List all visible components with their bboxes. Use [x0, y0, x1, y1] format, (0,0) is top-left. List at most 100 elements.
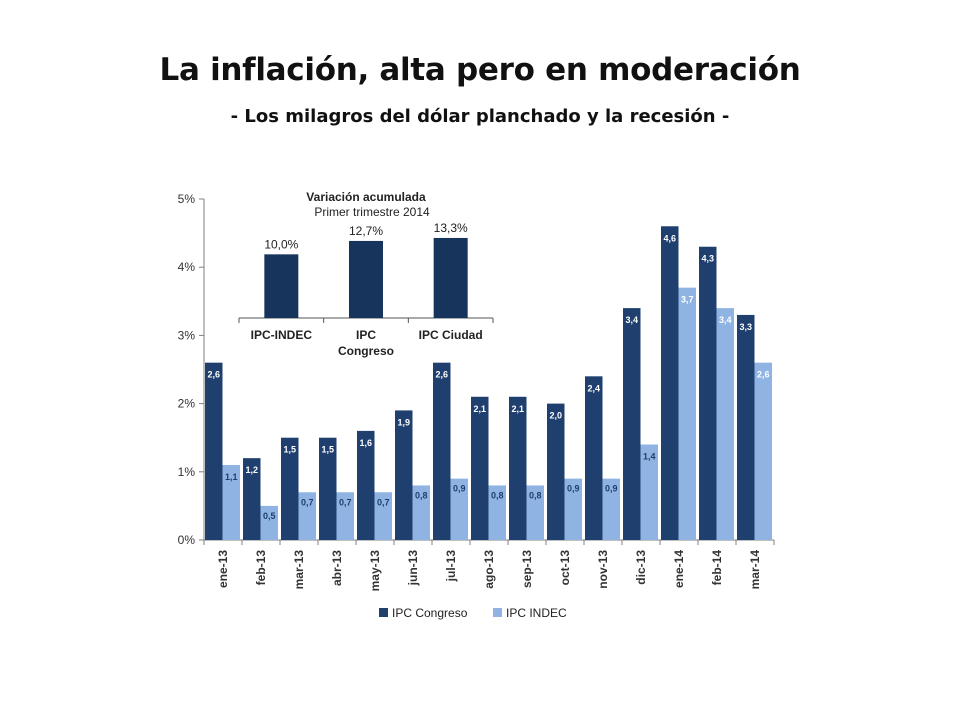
inset-bar	[264, 254, 299, 318]
data-label: 1,6	[359, 438, 372, 448]
data-label: 4,3	[701, 254, 714, 264]
bar-ipc-indec	[374, 492, 392, 540]
bar-ipc-congreso	[243, 458, 261, 540]
inset-subtitle: Primer trimestre 2014	[314, 205, 430, 219]
y-tick-label: 3%	[178, 328, 196, 342]
bar-ipc-congreso	[205, 362, 223, 540]
inset-category-label: IPC Ciudad	[419, 328, 483, 342]
x-tick-label: may-13	[368, 550, 382, 592]
data-label: 0,7	[301, 497, 314, 507]
x-tick-label: feb-14	[710, 550, 724, 586]
bar-ipc-indec	[602, 478, 620, 540]
legend-label: IPC INDEC	[506, 606, 567, 620]
data-label: 1,1	[225, 472, 238, 482]
inset-data-label: 12,7%	[349, 224, 383, 238]
data-label: 2,6	[207, 370, 220, 380]
x-tick-label: ago-13	[482, 550, 496, 589]
data-label: 4,6	[663, 233, 676, 243]
bar-ipc-congreso	[623, 308, 641, 540]
data-label: 2,1	[511, 404, 524, 414]
data-label: 1,4	[643, 452, 656, 462]
data-label: 0,8	[491, 490, 504, 500]
inset-title: Variación acumulada	[306, 190, 426, 204]
bar-ipc-congreso	[509, 396, 527, 540]
data-label: 0,8	[415, 490, 428, 500]
bar-ipc-indec	[336, 492, 354, 540]
bar-ipc-indec	[222, 464, 240, 540]
x-tick-label: mar-14	[748, 550, 762, 590]
inset-bar	[349, 240, 383, 318]
data-label: 3,4	[719, 315, 732, 325]
bar-ipc-congreso	[395, 410, 413, 540]
x-tick-label: ene-14	[672, 550, 686, 588]
y-tick-label: 0%	[178, 533, 196, 547]
bar-ipc-congreso	[585, 376, 603, 540]
data-label: 3,4	[625, 315, 638, 325]
legend-swatch-ipc-indec	[493, 608, 502, 617]
data-label: 0,9	[567, 484, 580, 494]
data-label: 1,5	[283, 445, 296, 455]
x-tick-label: oct-13	[558, 550, 572, 586]
slide-subtitle: - Los milagros del dólar planchado y la …	[230, 106, 730, 127]
bar-ipc-indec	[678, 287, 696, 540]
bar-ipc-congreso	[319, 437, 337, 540]
bar-ipc-indec	[450, 478, 468, 540]
x-tick-label: abr-13	[330, 550, 344, 586]
inset-category-label: IPC-INDEC	[251, 328, 313, 342]
data-label: 1,2	[245, 465, 258, 475]
bar-ipc-indec	[488, 485, 506, 540]
bar-ipc-congreso	[547, 403, 565, 540]
slide-title: La inflación, alta pero en moderación	[159, 52, 801, 88]
inset-data-label: 13,3%	[434, 221, 468, 235]
data-label: 2,0	[549, 411, 562, 421]
inset-bar	[433, 237, 468, 318]
data-label: 1,9	[397, 417, 410, 427]
data-label: 0,7	[377, 497, 390, 507]
data-label: 3,7	[681, 295, 694, 305]
x-tick-label: nov-13	[596, 550, 610, 589]
data-label: 2,4	[587, 383, 600, 393]
data-label: 0,7	[339, 497, 352, 507]
inset-data-label: 10,0%	[264, 237, 298, 251]
bar-ipc-indec	[754, 362, 772, 540]
x-tick-label: sep-13	[520, 550, 534, 588]
bar-ipc-indec	[412, 485, 430, 540]
x-tick-label: jun-13	[406, 550, 420, 587]
bar-ipc-indec	[260, 505, 278, 540]
bar-ipc-indec	[716, 308, 734, 540]
data-label: 1,5	[321, 445, 334, 455]
x-tick-label: jul-13	[444, 550, 458, 583]
bar-ipc-congreso	[357, 430, 375, 540]
x-tick-label: feb-13	[254, 550, 268, 586]
legend-swatch-ipc-congreso	[379, 608, 388, 617]
data-label: 3,3	[739, 322, 752, 332]
bar-ipc-indec	[298, 492, 316, 540]
y-tick-label: 2%	[178, 397, 196, 411]
legend-label: IPC Congreso	[392, 606, 468, 620]
data-label: 2,6	[435, 370, 448, 380]
bar-ipc-congreso	[471, 396, 489, 540]
bar-ipc-indec	[564, 478, 582, 540]
y-tick-label: 5%	[178, 192, 196, 206]
bar-ipc-indec	[640, 444, 658, 540]
data-label: 2,1	[473, 404, 486, 414]
bar-ipc-congreso	[433, 362, 451, 540]
x-tick-label: mar-13	[292, 550, 306, 590]
y-tick-label: 1%	[178, 465, 196, 479]
x-tick-label: ene-13	[216, 550, 230, 588]
bar-ipc-congreso	[281, 437, 299, 540]
bar-ipc-congreso	[699, 246, 717, 541]
data-label: 0,9	[605, 484, 618, 494]
bar-ipc-congreso	[661, 226, 679, 540]
y-tick-label: 4%	[178, 260, 196, 274]
bar-ipc-congreso	[737, 314, 755, 540]
data-label: 0,8	[529, 490, 542, 500]
bar-ipc-indec	[526, 485, 544, 540]
inset-category-label: Congreso	[338, 344, 394, 358]
x-tick-label: dic-13	[634, 550, 648, 585]
inset-category-label: IPC	[356, 328, 376, 342]
data-label: 0,5	[263, 511, 276, 521]
data-label: 0,9	[453, 484, 466, 494]
data-label: 2,6	[757, 370, 770, 380]
